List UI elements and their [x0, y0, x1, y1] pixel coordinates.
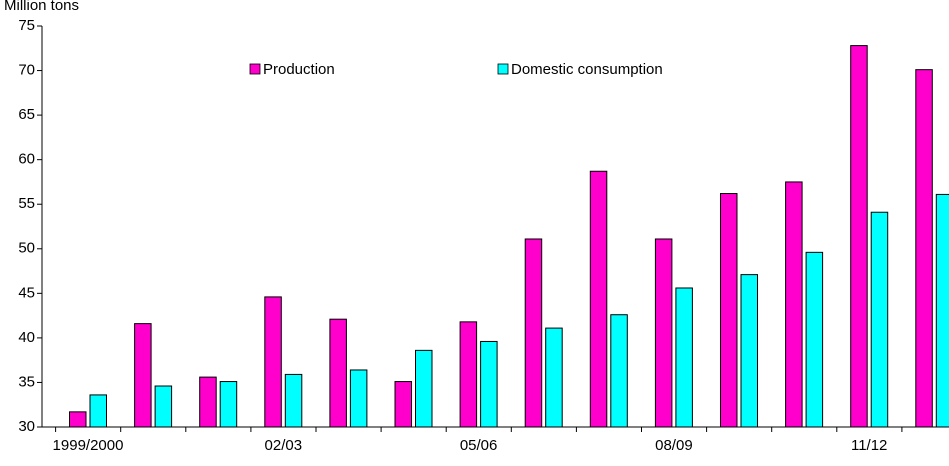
bar-production	[265, 297, 282, 427]
bar-production	[721, 194, 738, 427]
bar-domestic-consumption	[871, 212, 888, 427]
y-tick-label: 65	[18, 106, 35, 123]
bars	[70, 46, 949, 427]
legend-label-production: Production	[263, 61, 335, 78]
y-tick-label: 35	[18, 373, 35, 390]
bar-production	[590, 171, 607, 427]
bar-production	[460, 322, 477, 427]
bar-production	[525, 239, 542, 427]
bar-domestic-consumption	[546, 328, 563, 427]
bar-domestic-consumption	[220, 382, 237, 427]
legend-swatch-domestic-consumption	[498, 64, 508, 74]
y-tick-label: 75	[18, 17, 35, 34]
y-tick-label: 70	[18, 62, 35, 79]
bar-domestic-consumption	[676, 288, 693, 427]
y-tick-label: 60	[18, 151, 35, 168]
bar-production	[851, 46, 868, 427]
x-tick-label: 11/12	[851, 437, 887, 454]
x-tick-label: 02/03	[265, 437, 303, 454]
legend-swatch-production	[250, 64, 260, 74]
legend: Production Domestic consumption	[250, 61, 663, 78]
bar-domestic-consumption	[350, 370, 367, 427]
bar-production	[916, 70, 933, 427]
x-axis: 1999/2000 02/03 05/06 08/09 11/12	[42, 427, 949, 454]
bar-domestic-consumption	[936, 194, 949, 427]
bar-domestic-consumption	[155, 386, 172, 427]
bar-production	[200, 377, 217, 427]
bar-production	[135, 324, 152, 427]
bar-domestic-consumption	[285, 374, 302, 427]
x-tick-label: 08/09	[655, 437, 693, 454]
legend-label-domestic-consumption: Domestic consumption	[511, 61, 663, 78]
x-tick-label: 05/06	[460, 437, 498, 454]
bar-domestic-consumption	[90, 395, 107, 427]
bar-domestic-consumption	[611, 315, 628, 427]
bar-domestic-consumption	[481, 341, 498, 427]
chart-title: Million tons	[4, 0, 79, 14]
y-tick-label: 55	[18, 195, 35, 212]
bar-production	[786, 182, 803, 427]
bar-production	[70, 412, 87, 427]
y-tick-label: 50	[18, 240, 35, 257]
y-tick-label: 45	[18, 284, 35, 301]
bar-domestic-consumption	[416, 350, 433, 427]
y-tick-label: 40	[18, 329, 35, 346]
bar-production	[395, 382, 412, 427]
y-axis: 30 35 40 45 50 55 60 65 70 75	[18, 17, 42, 435]
x-tick-label: 1999/2000	[53, 437, 124, 454]
bar-production	[330, 319, 347, 427]
bar-domestic-consumption	[741, 275, 758, 427]
bar-domestic-consumption	[806, 252, 823, 427]
y-tick-label: 30	[18, 418, 35, 435]
bar-production	[655, 239, 672, 427]
